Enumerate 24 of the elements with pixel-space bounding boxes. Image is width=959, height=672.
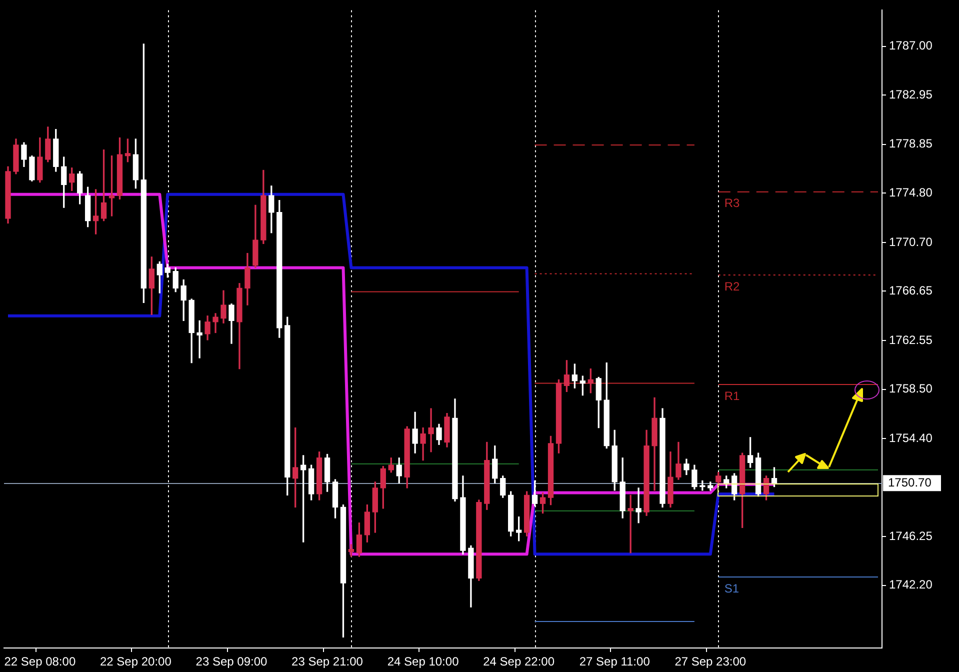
series-label: R2	[724, 279, 740, 294]
series-label: R3	[724, 196, 740, 210]
y-tick-label: 1774.80	[889, 185, 933, 200]
y-tick-label: 1762.55	[889, 332, 933, 347]
y-tick-label: 1766.65	[889, 284, 933, 298]
y-tick-label: 1754.40	[889, 430, 933, 445]
ref-line-label: 1750.70	[888, 475, 932, 490]
y-tick-label: 1742.20	[889, 578, 933, 592]
x-tick-label: 22 Sep 20:00	[100, 654, 172, 669]
x-tick-label: 24 Sep 22:00	[483, 654, 555, 669]
y-tick-label: 1782.95	[889, 87, 933, 102]
y-tick-label: 1758.50	[889, 382, 933, 396]
y-tick-label: 1770.70	[889, 234, 933, 249]
x-tick-label: 27 Sep 11:00	[579, 654, 650, 669]
x-tick-label: 24 Sep 10:00	[387, 654, 460, 669]
x-tick-label: 23 Sep 09:00	[196, 654, 268, 669]
x-tick-label: 23 Sep 21:00	[292, 654, 364, 669]
y-tick-label: 1778.85	[889, 136, 933, 151]
y-tick-label: 1787.00	[889, 38, 933, 53]
y-tick-label: 1746.25	[889, 529, 933, 543]
series-label: S1	[724, 581, 740, 596]
series-label: R1	[724, 388, 740, 403]
x-tick-label: 22 Sep 08:00	[4, 654, 76, 669]
x-tick-label: 27 Sep 23:00	[674, 654, 746, 669]
